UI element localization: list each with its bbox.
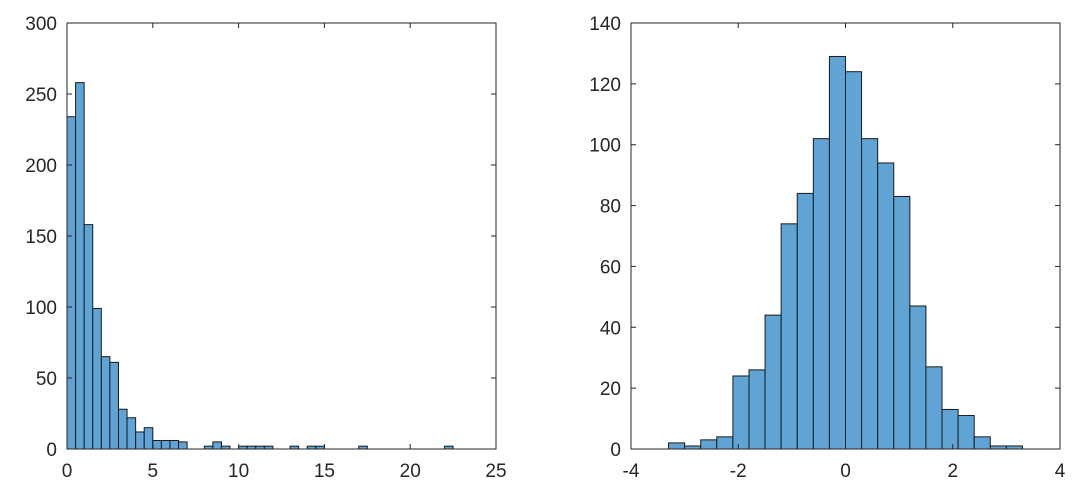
- histogram-bar: [845, 71, 863, 450]
- y-tick-label: 100: [25, 298, 57, 319]
- histogram-bar: [893, 195, 911, 450]
- histogram-bar: [83, 224, 94, 450]
- y-tick-label: 150: [25, 227, 57, 248]
- x-tick-label: 10: [228, 461, 249, 482]
- histogram-bar: [75, 82, 85, 450]
- histogram-bar: [716, 436, 734, 450]
- histogram-bar: [796, 192, 814, 450]
- histogram-bar: [973, 436, 991, 450]
- histogram-bar: [925, 366, 943, 450]
- histogram-bar: [877, 162, 895, 450]
- histogram-bar: [135, 431, 145, 450]
- y-tick-label: 50: [36, 369, 57, 390]
- x-tick-label: -2: [730, 461, 747, 482]
- x-tick-label: 0: [62, 461, 73, 482]
- histogram-bar: [732, 375, 750, 450]
- y-tick-label: 40: [600, 318, 621, 339]
- y-tick-label: 0: [610, 440, 621, 461]
- histogram-bar: [92, 307, 102, 450]
- x-tick-label: 5: [148, 461, 159, 482]
- histogram-bar: [66, 116, 77, 450]
- histogram-bar: [212, 441, 222, 450]
- histogram-bar: [700, 439, 718, 450]
- histogram-bar: [941, 408, 959, 450]
- y-tick-label: 250: [25, 85, 57, 106]
- histogram-bar: [126, 417, 137, 450]
- histogram-bar: [861, 138, 879, 450]
- y-tick-label: 140: [589, 14, 621, 35]
- y-tick-label: 300: [25, 14, 57, 35]
- x-tick-label: -4: [623, 461, 640, 482]
- histogram-bar: [668, 442, 686, 450]
- y-tick-label: 0: [46, 440, 57, 461]
- histogram-bar: [117, 408, 128, 450]
- y-tick-label: 80: [600, 197, 621, 218]
- x-tick-label: 0: [840, 461, 851, 482]
- histogram-bar: [152, 439, 162, 450]
- histogram-bar: [178, 441, 188, 450]
- x-tick-label: 25: [485, 461, 506, 482]
- y-tick-label: 60: [600, 257, 621, 278]
- histogram-bar: [812, 138, 830, 450]
- y-tick-label: 120: [589, 75, 621, 96]
- y-tick-label: 200: [25, 156, 57, 177]
- histogram-bar: [100, 356, 111, 450]
- y-tick-label: 100: [589, 136, 621, 157]
- x-tick-label: 15: [314, 461, 335, 482]
- axes-box: [66, 22, 497, 450]
- x-tick-label: 4: [1055, 461, 1066, 482]
- histogram-bar: [764, 314, 782, 450]
- histogram-bar: [169, 439, 180, 450]
- x-tick-label: 2: [947, 461, 958, 482]
- histogram-bar: [748, 369, 766, 450]
- histogram-bar: [828, 55, 846, 450]
- histogram-bar: [909, 305, 927, 450]
- histogram-bar: [780, 223, 798, 450]
- histogram-bar: [160, 439, 171, 450]
- histogram-bar: [143, 427, 154, 450]
- x-tick-label: 20: [400, 461, 421, 482]
- histogram-bar: [109, 361, 119, 450]
- histogram-bar: [957, 415, 975, 450]
- y-tick-label: 20: [600, 379, 621, 400]
